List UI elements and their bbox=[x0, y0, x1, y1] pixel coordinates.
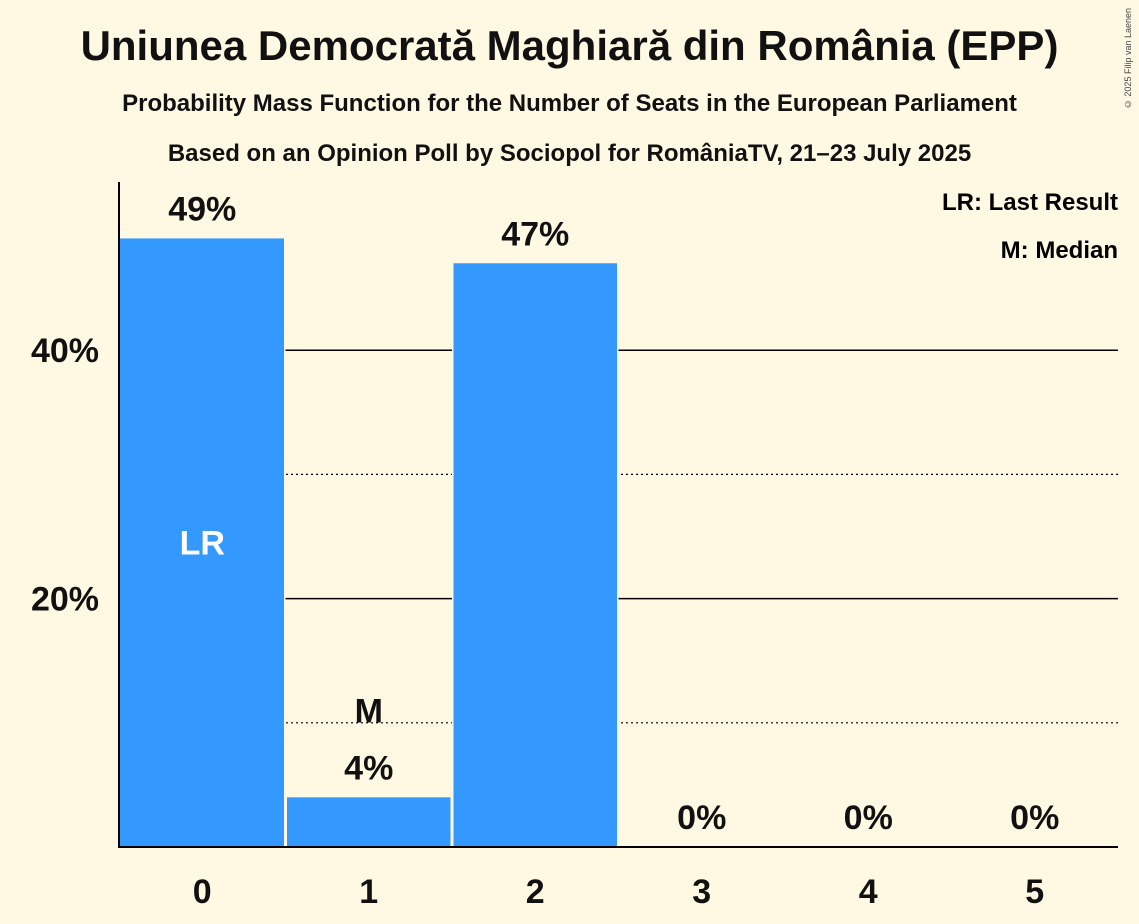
legend-median: M: Median bbox=[1001, 237, 1118, 264]
bar-1 bbox=[287, 797, 451, 847]
chart-title: Uniunea Democrată Maghiară din România (… bbox=[80, 22, 1059, 69]
value-label-0: 49% bbox=[168, 190, 236, 228]
bar-2 bbox=[453, 263, 617, 847]
value-label-2: 47% bbox=[501, 215, 569, 253]
value-label-4: 0% bbox=[844, 799, 893, 837]
chart-subtitle: Probability Mass Function for the Number… bbox=[122, 90, 1017, 117]
bars bbox=[119, 234, 619, 848]
y-tick-label: 40% bbox=[31, 332, 99, 370]
median-marker: M bbox=[355, 692, 383, 730]
chart-source: Based on an Opinion Poll by Sociopol for… bbox=[167, 140, 972, 167]
x-tick-label: 5 bbox=[1025, 873, 1044, 911]
x-tick-label: 0 bbox=[193, 873, 212, 911]
value-label-3: 0% bbox=[677, 799, 726, 837]
bar-0 bbox=[119, 238, 284, 848]
x-tick-label: 1 bbox=[359, 873, 378, 911]
x-tick-label: 4 bbox=[859, 873, 878, 911]
value-label-5: 0% bbox=[1010, 799, 1059, 837]
legend-last-result: LR: Last Result bbox=[942, 189, 1118, 216]
last-result-marker: LR bbox=[180, 525, 225, 563]
x-tick-label: 3 bbox=[692, 873, 711, 911]
gridlines bbox=[121, 349, 1118, 724]
value-label-1: 4% bbox=[344, 749, 393, 787]
y-tick-label: 20% bbox=[31, 581, 99, 619]
x-tick-label: 2 bbox=[526, 873, 545, 911]
